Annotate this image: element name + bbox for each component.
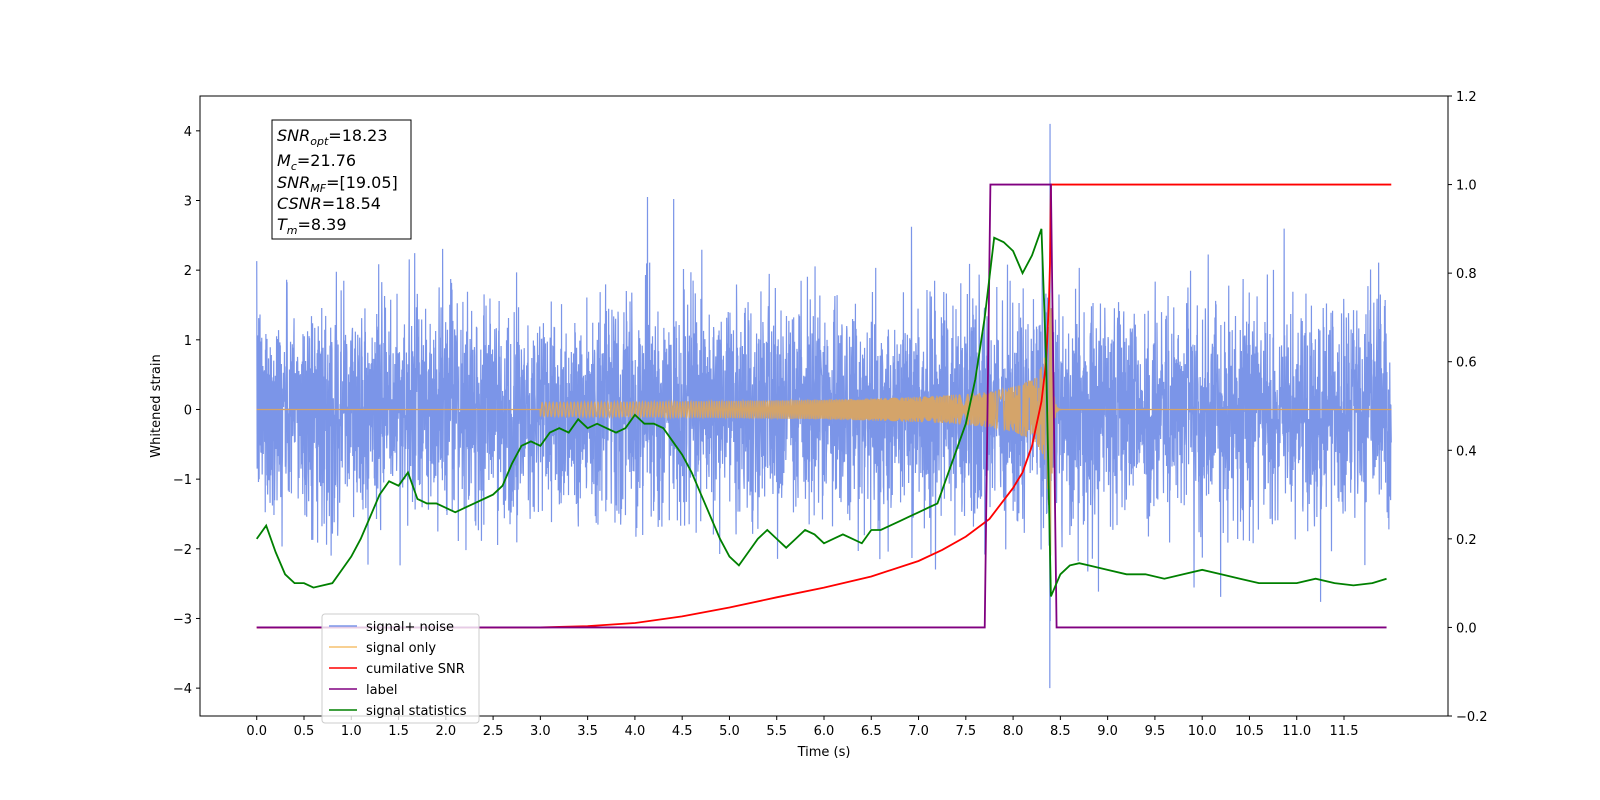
x-tick-label: 11.5	[1330, 724, 1359, 739]
x-tick-label: 3.0	[530, 724, 551, 739]
x-tick-label: 10.0	[1188, 724, 1217, 739]
series-signal-only	[256, 292, 1392, 558]
y2-tick-label: 0.4	[1456, 444, 1477, 459]
legend-label-cumulative-snr: cumilative SNR	[366, 662, 465, 677]
x-tick-label: 7.0	[908, 724, 929, 739]
x-tick-label: 11.0	[1282, 724, 1311, 739]
axis-ticks: 0.0 0.5 1.0 1.5 2.0 2.5 3.0 3.5 4.0 4.5 5.0 5.5 6.0 6…	[173, 90, 1488, 739]
y-axis-label: Whitened strain	[149, 354, 164, 457]
x-tick-label: 10.5	[1235, 724, 1264, 739]
x-tick-label: 7.5	[955, 724, 976, 739]
y-tick-label: 1	[184, 334, 192, 349]
x-tick-label: 1.5	[388, 724, 409, 739]
y2-tick-label: 0.2	[1456, 533, 1477, 548]
info-tm: Tm=8.39	[277, 215, 347, 237]
x-tick-label: 5.5	[766, 724, 787, 739]
y-tick-label: 4	[184, 125, 192, 140]
y-tick-label: −1	[173, 473, 192, 488]
y2-tick-label: 1.2	[1456, 90, 1477, 105]
y2-tick-label: −0.2	[1456, 710, 1488, 725]
legend-label-signal-only: signal only	[366, 641, 436, 656]
info-box: SNRopt=18.23 Mc=21.76 SNRMF=[19.05] CSNR…	[271, 119, 412, 240]
x-tick-label: 4.5	[672, 724, 693, 739]
plot-area	[255, 123, 1392, 689]
y-tick-label: −3	[173, 612, 192, 627]
series-signal-noise	[256, 123, 1392, 689]
y-tick-label: −4	[173, 682, 192, 697]
info-box-frame	[271, 119, 412, 240]
x-axis-label: Time (s)	[797, 745, 851, 760]
legend-frame	[321, 613, 480, 724]
x-tick-label: 3.5	[577, 724, 598, 739]
legend-label-signal-noise: signal+ noise	[366, 620, 454, 635]
x-tick-label: 0.0	[246, 724, 267, 739]
y-tick-label: −2	[173, 543, 192, 558]
series-label	[256, 183, 1387, 629]
x-tick-label: 6.5	[861, 724, 882, 739]
x-tick-label: 4.0	[625, 724, 646, 739]
y-tick-label: 0	[184, 403, 192, 418]
x-tick-label: 8.5	[1050, 724, 1071, 739]
x-tick-label: 9.5	[1145, 724, 1166, 739]
y2-tick-label: 0.8	[1456, 267, 1477, 282]
legend: signal+ noise signal only cumilative SNR…	[321, 613, 480, 724]
legend-label-label: label	[366, 683, 397, 698]
info-csnr: CSNR=18.54	[277, 194, 381, 213]
x-tick-label: 5.0	[719, 724, 740, 739]
x-tick-label: 1.0	[341, 724, 362, 739]
legend-label-signal-statistics: signal statistics	[366, 704, 467, 719]
y2-tick-label: 0.6	[1456, 356, 1477, 371]
series-cumulative-snr	[256, 183, 1392, 629]
y2-tick-label: 1.0	[1456, 179, 1477, 194]
y-tick-label: 2	[184, 264, 192, 279]
x-tick-label: 6.0	[814, 724, 835, 739]
series-signal-statistics	[255, 228, 1387, 597]
x-tick-label: 2.0	[435, 724, 456, 739]
x-tick-label: 0.5	[294, 724, 315, 739]
info-snr-opt: SNRopt=18.23	[277, 126, 388, 148]
x-tick-label: 2.5	[483, 724, 504, 739]
info-mc: Mc=21.76	[277, 151, 356, 173]
x-tick-label: 8.0	[1003, 724, 1024, 739]
x-tick-label: 9.0	[1097, 724, 1118, 739]
y2-tick-label: 0.0	[1456, 621, 1477, 636]
y-tick-label: 3	[184, 194, 192, 209]
info-snr-mf: SNRMF=[19.05]	[277, 173, 398, 195]
